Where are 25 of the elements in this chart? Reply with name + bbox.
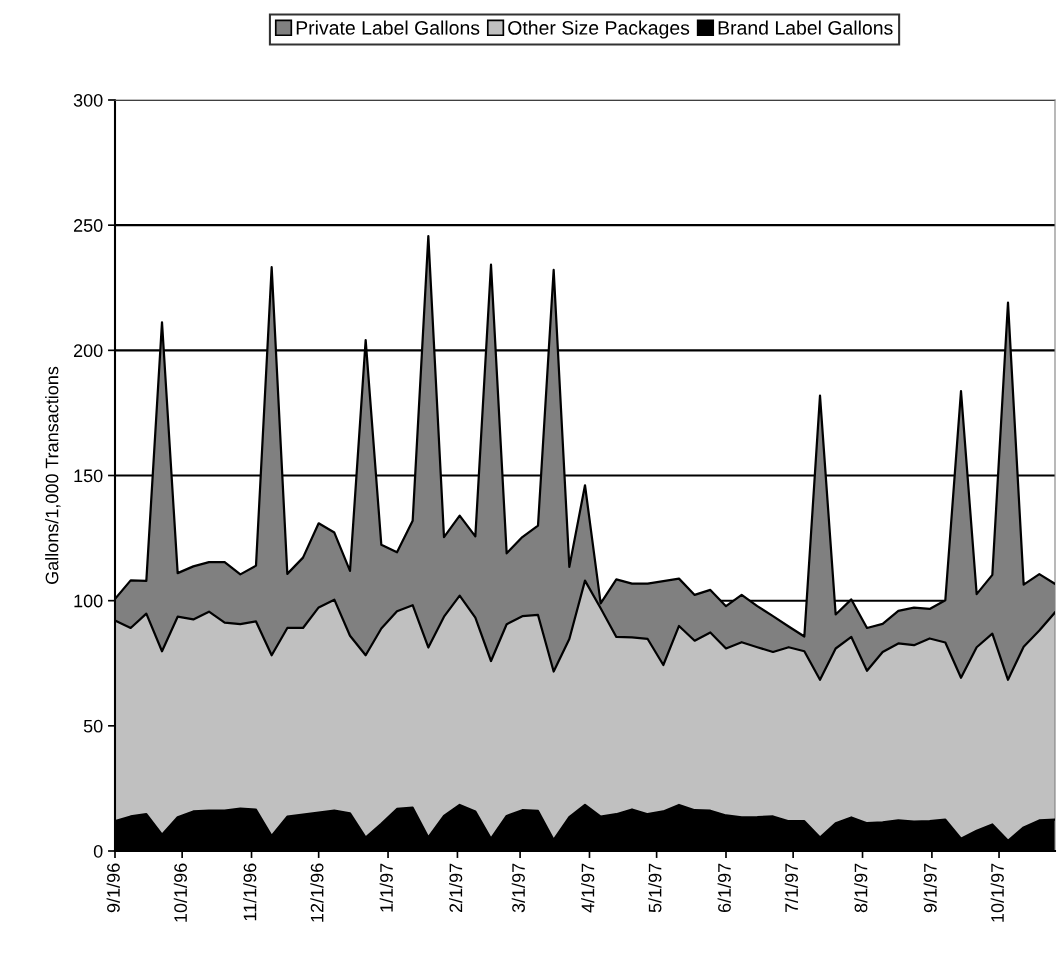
y-tick-label: 300 xyxy=(73,93,103,107)
x-tick-label: 12/1/96 xyxy=(310,863,324,922)
x-tick-label: 2/1/97 xyxy=(449,863,463,913)
y-tick-label: 200 xyxy=(73,344,103,358)
x-tick-label: 10/1/96 xyxy=(173,863,187,922)
y-tick-label: 100 xyxy=(74,594,103,608)
x-tick-label: 8/1/97 xyxy=(854,863,868,913)
x-tick-label: 9/1/96 xyxy=(106,863,120,913)
y-tick-label: 0 xyxy=(93,844,103,858)
y-tick-label: 250 xyxy=(73,219,103,232)
x-tick-label: 1/1/97 xyxy=(379,863,393,912)
y-axis-title: Gallons/1,000 Transactions xyxy=(45,366,61,584)
legend-label: Other Size Packages xyxy=(508,20,690,39)
x-tick-label: 4/1/97 xyxy=(581,863,595,913)
x-tick-label: 7/1/97 xyxy=(784,863,798,913)
x-tick-label: 3/1/97 xyxy=(511,863,525,913)
legend-label: Brand Label Gallons xyxy=(718,20,893,35)
legend-label: Private Label Gallons xyxy=(296,20,480,35)
x-tick-label: 9/1/97 xyxy=(923,863,937,913)
x-tick-label: 6/1/97 xyxy=(717,863,731,913)
x-tick-label: 11/1/96 xyxy=(243,863,257,921)
y-tick-label: 50 xyxy=(83,719,103,733)
x-tick-label: 5/1/97 xyxy=(648,863,662,913)
x-tick-label: 10/1/97 xyxy=(990,863,1004,922)
y-tick-label: 150 xyxy=(74,469,103,483)
